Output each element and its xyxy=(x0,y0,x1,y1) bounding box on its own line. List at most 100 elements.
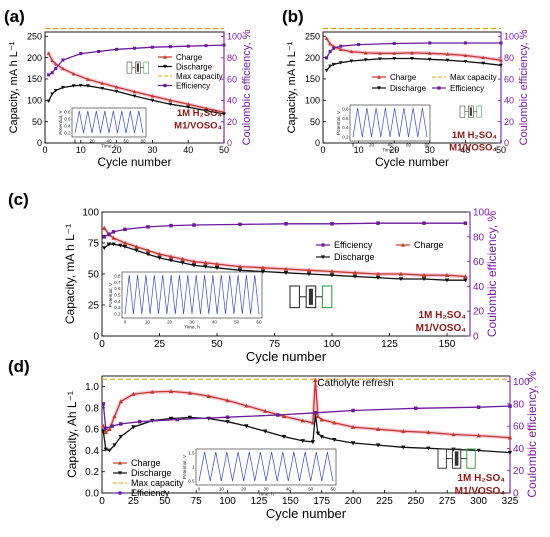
data-point xyxy=(427,57,432,62)
inset-xtick-label: 60 xyxy=(123,139,129,144)
data-point xyxy=(237,268,243,273)
inset-xtick-label: 10 xyxy=(145,320,151,325)
data-point xyxy=(134,248,139,253)
y-tick-label: 75 xyxy=(88,239,100,250)
data-point xyxy=(476,448,481,453)
inset-xtick-label: 80 xyxy=(424,143,430,148)
data-point xyxy=(451,432,456,437)
data-point xyxy=(115,47,119,51)
inset-ytick-label: 0.8 xyxy=(64,110,71,115)
data-point xyxy=(476,405,481,409)
inset-ylabel: Potential, V xyxy=(58,109,64,134)
inset-xtick-label: 60 xyxy=(330,487,336,492)
data-point xyxy=(422,221,426,225)
y2-tick-label: 40 xyxy=(504,96,514,106)
y2-tick-label: 0 xyxy=(473,332,479,343)
x-tick-label: 300 xyxy=(470,496,487,507)
x-axis-title: Cycle number xyxy=(246,349,327,364)
legend-label: Efficiency xyxy=(176,81,210,90)
y2-tick-label: 60 xyxy=(227,74,237,84)
legend: Efficiency Charge Discharge xyxy=(316,240,444,262)
data-point xyxy=(237,264,243,269)
data-point xyxy=(203,264,208,269)
legend-label: Charge xyxy=(176,53,203,62)
inset-xtick-label: 30 xyxy=(189,320,195,325)
data-point xyxy=(180,261,185,266)
x-tick-label: 40 xyxy=(460,145,470,155)
inset-ytick-label: 0.2 xyxy=(114,312,121,317)
data-point xyxy=(350,424,356,429)
cell-schematic-icon xyxy=(126,61,150,74)
data-point xyxy=(508,404,512,408)
data-point xyxy=(481,55,486,60)
x-axis-title: Cycle number xyxy=(266,506,347,521)
annotation-line: 1M H₂SO₄ xyxy=(418,310,466,321)
data-point xyxy=(168,254,174,259)
x-tick-label: 50 xyxy=(496,145,506,155)
data-point xyxy=(132,46,137,50)
data-point xyxy=(86,84,90,88)
data-point xyxy=(214,261,220,266)
data-point xyxy=(352,274,358,279)
inset-xtick-label: 0 xyxy=(352,143,355,148)
data-point xyxy=(168,416,174,421)
data-point xyxy=(398,271,404,276)
data-point xyxy=(106,242,112,247)
y-tick-label: 200 xyxy=(27,53,42,63)
panel-label: (c) xyxy=(8,190,29,209)
y-axis-title: Capacity, mA h L⁻¹ xyxy=(8,41,20,133)
x-tick-label: 50 xyxy=(219,145,229,155)
inset-xtick-label: 40 xyxy=(387,143,393,148)
legend-label: Charge xyxy=(414,240,444,250)
y-tick-label: 150 xyxy=(305,74,320,84)
data-point xyxy=(363,51,368,55)
x-tick-label: 30 xyxy=(425,145,435,155)
series-efficiency xyxy=(102,221,468,239)
data-point xyxy=(186,102,191,106)
data-point xyxy=(150,389,155,394)
data-point xyxy=(225,419,230,424)
inset: 0 10 20 30 40 50 60 0.2 0.30.40.5 0.60.70.8 Time, … xyxy=(108,271,263,331)
legend-label: Discharge xyxy=(390,84,427,93)
data-point xyxy=(332,46,336,50)
data-point xyxy=(71,84,76,88)
data-point xyxy=(102,246,107,251)
panel-label: (a) xyxy=(4,7,25,26)
data-point xyxy=(463,59,468,64)
inset-ytick-label: 0.4 xyxy=(64,124,71,129)
data-point xyxy=(150,45,154,49)
data-point xyxy=(123,227,127,232)
data-point xyxy=(222,112,226,116)
legend-label: Discharge xyxy=(176,62,213,71)
y2-tick-label: 0 xyxy=(513,489,519,500)
data-point xyxy=(131,391,136,396)
data-point xyxy=(46,99,51,104)
data-point xyxy=(324,68,329,73)
data-point xyxy=(157,251,162,256)
data-point xyxy=(338,61,343,65)
data-point xyxy=(378,51,382,55)
inset-xlabel: Time, h xyxy=(101,144,117,150)
data-point xyxy=(107,232,111,237)
data-point xyxy=(186,105,191,110)
x-tick-label: 0 xyxy=(99,339,105,350)
inset-trace xyxy=(198,451,334,482)
data-point xyxy=(168,98,173,102)
panel-label: (d) xyxy=(8,357,30,376)
inset-xtick-label: 20 xyxy=(241,487,247,492)
data-point xyxy=(101,429,106,434)
x-tick-label: 0 xyxy=(320,145,325,155)
data-point xyxy=(315,414,321,419)
y2-tick-label: 80 xyxy=(504,53,514,63)
data-point xyxy=(319,434,324,439)
data-point xyxy=(168,389,174,394)
legend: Charge Max capacity Discharge Efficiency xyxy=(372,73,497,93)
data-point xyxy=(118,399,124,404)
x-tick-label: 100 xyxy=(324,339,341,350)
y2-tick-label: 60 xyxy=(504,74,514,84)
data-point xyxy=(111,235,116,240)
x-tick-label: 20 xyxy=(389,145,399,155)
inset-ytick-label: 0.2 xyxy=(64,131,71,136)
x-tick-label: 25 xyxy=(154,339,166,350)
data-point xyxy=(206,394,211,398)
